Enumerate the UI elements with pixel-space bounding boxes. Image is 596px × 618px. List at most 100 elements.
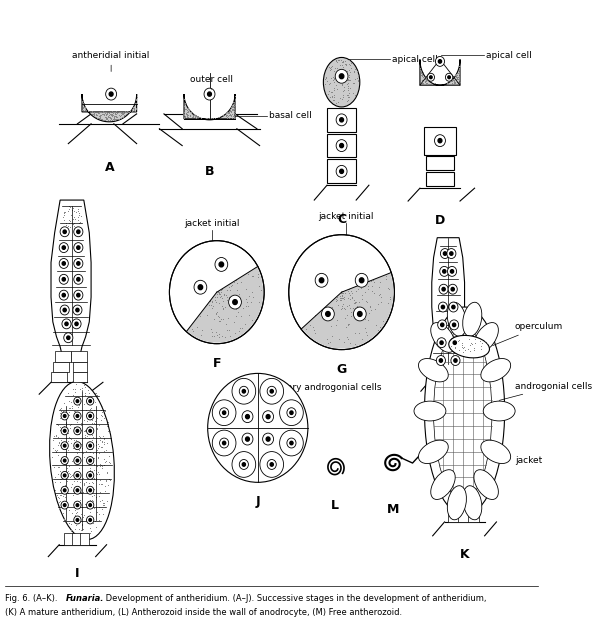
Text: A: A bbox=[104, 161, 114, 174]
Ellipse shape bbox=[481, 440, 511, 464]
Circle shape bbox=[63, 459, 66, 462]
Text: jacket initial: jacket initial bbox=[185, 219, 240, 228]
Circle shape bbox=[434, 135, 445, 146]
Ellipse shape bbox=[481, 358, 511, 382]
Circle shape bbox=[436, 355, 445, 365]
Circle shape bbox=[229, 295, 241, 309]
Circle shape bbox=[76, 430, 79, 432]
Circle shape bbox=[450, 252, 453, 255]
Circle shape bbox=[451, 355, 460, 365]
Circle shape bbox=[439, 359, 442, 362]
FancyBboxPatch shape bbox=[72, 533, 81, 544]
Circle shape bbox=[445, 74, 453, 81]
Circle shape bbox=[86, 457, 94, 465]
Circle shape bbox=[260, 378, 284, 404]
Text: B: B bbox=[205, 166, 214, 179]
Circle shape bbox=[270, 463, 274, 466]
Circle shape bbox=[448, 266, 457, 276]
Ellipse shape bbox=[483, 401, 515, 421]
Circle shape bbox=[440, 323, 444, 326]
Text: I: I bbox=[75, 567, 80, 580]
Circle shape bbox=[77, 230, 80, 234]
Text: J: J bbox=[256, 495, 260, 508]
Circle shape bbox=[63, 489, 66, 492]
Circle shape bbox=[440, 341, 443, 344]
Circle shape bbox=[86, 412, 94, 420]
Circle shape bbox=[232, 378, 256, 404]
Circle shape bbox=[270, 389, 274, 393]
Circle shape bbox=[452, 323, 456, 326]
Circle shape bbox=[335, 69, 348, 83]
Circle shape bbox=[430, 76, 432, 78]
FancyBboxPatch shape bbox=[426, 172, 454, 186]
Circle shape bbox=[215, 258, 228, 271]
FancyBboxPatch shape bbox=[55, 350, 71, 363]
Ellipse shape bbox=[434, 326, 492, 500]
FancyBboxPatch shape bbox=[439, 366, 448, 378]
Circle shape bbox=[74, 516, 81, 524]
Circle shape bbox=[325, 311, 330, 316]
Circle shape bbox=[76, 519, 79, 522]
Circle shape bbox=[62, 261, 66, 265]
Circle shape bbox=[239, 386, 249, 396]
Circle shape bbox=[89, 474, 91, 477]
Wedge shape bbox=[302, 273, 393, 349]
Circle shape bbox=[75, 322, 78, 326]
Circle shape bbox=[60, 227, 69, 237]
Text: apical cell: apical cell bbox=[486, 51, 531, 60]
Text: jacket initial: jacket initial bbox=[318, 212, 374, 221]
Circle shape bbox=[105, 88, 117, 100]
Circle shape bbox=[62, 277, 66, 281]
FancyBboxPatch shape bbox=[458, 508, 469, 522]
Circle shape bbox=[340, 169, 343, 174]
Circle shape bbox=[61, 457, 69, 465]
Circle shape bbox=[86, 397, 94, 405]
Circle shape bbox=[448, 284, 457, 294]
Circle shape bbox=[76, 308, 79, 311]
Circle shape bbox=[77, 246, 80, 249]
Circle shape bbox=[438, 138, 442, 143]
Ellipse shape bbox=[462, 486, 482, 520]
Text: L: L bbox=[331, 499, 339, 512]
Circle shape bbox=[86, 472, 94, 480]
Circle shape bbox=[77, 261, 80, 265]
Circle shape bbox=[322, 307, 334, 321]
Circle shape bbox=[89, 430, 91, 432]
Text: Development of antheridium. (A–J). Successive stages in the development of anthe: Development of antheridium. (A–J). Succe… bbox=[103, 595, 486, 603]
Circle shape bbox=[169, 240, 264, 344]
Circle shape bbox=[74, 486, 81, 494]
Circle shape bbox=[340, 143, 343, 148]
Ellipse shape bbox=[431, 470, 455, 499]
Circle shape bbox=[290, 411, 293, 415]
Circle shape bbox=[266, 437, 270, 441]
Ellipse shape bbox=[418, 358, 448, 382]
Ellipse shape bbox=[474, 323, 498, 352]
Circle shape bbox=[76, 504, 79, 507]
Circle shape bbox=[77, 277, 80, 281]
Circle shape bbox=[89, 504, 91, 507]
Circle shape bbox=[449, 302, 458, 312]
Circle shape bbox=[336, 114, 347, 126]
Circle shape bbox=[288, 235, 395, 350]
Circle shape bbox=[86, 486, 94, 494]
Circle shape bbox=[453, 341, 457, 344]
Circle shape bbox=[74, 290, 83, 300]
Text: K: K bbox=[460, 548, 470, 561]
Circle shape bbox=[437, 337, 446, 348]
Circle shape bbox=[89, 489, 91, 492]
Circle shape bbox=[86, 516, 94, 524]
Circle shape bbox=[440, 248, 449, 258]
Circle shape bbox=[280, 400, 303, 426]
Circle shape bbox=[74, 258, 83, 268]
Circle shape bbox=[63, 504, 66, 507]
Circle shape bbox=[61, 472, 69, 480]
Text: apical cell: apical cell bbox=[392, 55, 437, 64]
FancyBboxPatch shape bbox=[73, 373, 88, 383]
FancyBboxPatch shape bbox=[426, 156, 454, 171]
Text: primary androgonial cells: primary androgonial cells bbox=[266, 383, 381, 392]
Text: D: D bbox=[435, 214, 445, 227]
Text: (K) A mature antheridium, (L) Antherozoid inside the wall of anodrocyte, (M) Fre: (K) A mature antheridium, (L) Antherozoi… bbox=[5, 608, 402, 617]
Circle shape bbox=[440, 266, 449, 276]
FancyBboxPatch shape bbox=[468, 508, 479, 522]
Circle shape bbox=[89, 519, 91, 522]
